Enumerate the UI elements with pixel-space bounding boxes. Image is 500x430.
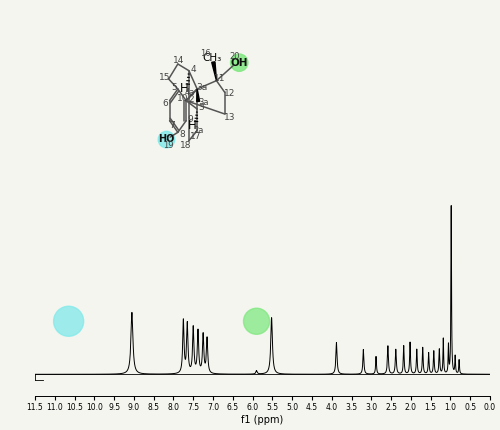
Text: CH₃: CH₃: [202, 53, 222, 63]
Ellipse shape: [244, 308, 270, 335]
Polygon shape: [196, 90, 200, 102]
Text: 12: 12: [224, 89, 235, 98]
Text: 11: 11: [214, 74, 226, 83]
Text: 13: 13: [224, 112, 235, 121]
Text: 2: 2: [188, 95, 194, 104]
Text: 16: 16: [200, 49, 210, 58]
Text: 4: 4: [190, 65, 196, 74]
Text: H: H: [188, 119, 197, 132]
X-axis label: f1 (ppm): f1 (ppm): [242, 414, 284, 424]
Text: 3: 3: [198, 103, 204, 112]
Text: 7: 7: [169, 121, 175, 130]
Text: H: H: [180, 82, 188, 95]
Text: OH: OH: [230, 58, 248, 68]
Text: 3a: 3a: [196, 83, 208, 92]
Text: 8: 8: [180, 129, 186, 138]
Text: 6: 6: [162, 98, 168, 108]
Text: 2a: 2a: [193, 126, 203, 135]
Text: 14: 14: [172, 56, 184, 65]
Text: HO: HO: [158, 134, 174, 144]
Text: 20: 20: [230, 52, 240, 60]
Circle shape: [230, 55, 248, 72]
Text: 17: 17: [190, 132, 202, 140]
Text: 9: 9: [188, 114, 193, 123]
Circle shape: [158, 132, 174, 148]
Text: 3a: 3a: [198, 98, 209, 107]
Text: 19: 19: [164, 141, 174, 150]
Text: 4a: 4a: [184, 88, 195, 97]
Text: 10: 10: [176, 94, 188, 103]
Text: 18: 18: [180, 141, 192, 150]
Ellipse shape: [54, 307, 84, 337]
Text: 15: 15: [159, 73, 170, 82]
Text: 5: 5: [171, 83, 176, 92]
Polygon shape: [212, 63, 216, 81]
